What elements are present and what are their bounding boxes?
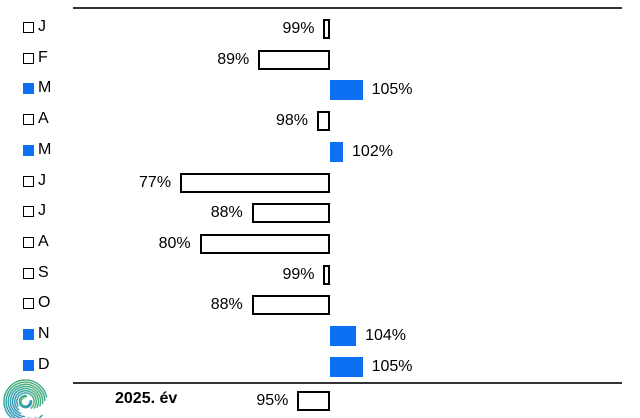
value-label: 99% xyxy=(282,20,315,37)
bottom-axis-line xyxy=(73,382,622,384)
legend-swatch xyxy=(23,52,34,64)
legend-swatch xyxy=(23,175,34,187)
bar-below-baseline xyxy=(180,172,330,193)
bar-below-baseline xyxy=(199,233,330,254)
legend-swatch xyxy=(23,206,34,218)
category-label: J xyxy=(38,18,46,35)
value-label: 102% xyxy=(352,142,393,160)
value-label: 98% xyxy=(275,112,308,130)
value-label: 89% xyxy=(217,50,250,68)
category-label: N xyxy=(38,325,50,342)
legend-swatch xyxy=(23,144,34,156)
value-label: 88% xyxy=(210,204,243,222)
legend-swatch xyxy=(23,114,34,126)
bar-below-baseline xyxy=(316,111,330,132)
category-label: A xyxy=(38,232,49,250)
summary-label: 2025. év xyxy=(115,390,178,407)
legend-swatch xyxy=(23,329,34,340)
value-label: 88% xyxy=(210,296,243,314)
value-label: 99% xyxy=(282,265,315,283)
category-label: D xyxy=(38,355,50,373)
value-label: 95% xyxy=(256,392,289,409)
bar-below-baseline xyxy=(323,264,330,285)
category-label: M xyxy=(38,140,52,158)
value-label: 77% xyxy=(139,173,172,191)
bar-below-baseline xyxy=(258,49,330,70)
category-label: J xyxy=(38,202,46,220)
category-label: J xyxy=(38,171,46,189)
bar-below-baseline xyxy=(323,19,330,39)
category-label: F xyxy=(38,48,48,66)
bar-above-baseline xyxy=(330,141,344,162)
bar-above-baseline xyxy=(330,80,363,101)
legend-swatch xyxy=(23,22,34,33)
legend-swatch xyxy=(23,359,34,371)
legend-swatch xyxy=(23,298,34,310)
bar-below-baseline xyxy=(251,295,330,316)
bar-above-baseline xyxy=(330,326,357,346)
category-label: A xyxy=(38,110,49,128)
legend-swatch xyxy=(23,83,34,95)
value-label: 80% xyxy=(158,234,191,252)
category-label: S xyxy=(38,263,49,281)
legend-swatch xyxy=(23,236,34,248)
value-label: 105% xyxy=(371,81,413,99)
top-axis-line xyxy=(73,7,622,9)
category-label: M xyxy=(38,79,52,97)
spiral-logo xyxy=(3,379,48,418)
value-label: 105% xyxy=(371,357,413,375)
bar-below-baseline xyxy=(251,203,330,224)
value-label: 104% xyxy=(365,327,406,344)
category-label: O xyxy=(38,294,51,312)
bar-above-baseline xyxy=(330,356,363,377)
legend-swatch xyxy=(23,267,34,279)
bar-below-baseline xyxy=(297,391,330,411)
